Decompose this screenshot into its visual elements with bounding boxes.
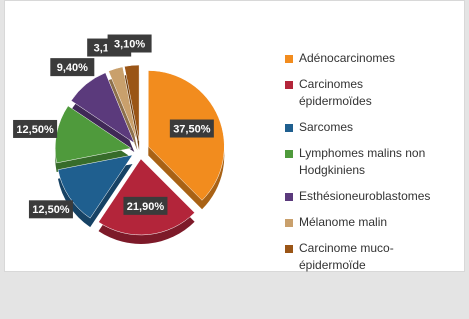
legend-swatch (285, 55, 293, 63)
legend-swatch (285, 193, 293, 201)
value-label-box: 9,40% (50, 58, 95, 77)
value-label: 9,40% (57, 62, 88, 74)
legend: Adénocarcinomes Carcinomes épidermoïdes Sa… (285, 50, 435, 283)
label-bg (28, 200, 73, 219)
label-bg (169, 119, 214, 138)
slice (124, 64, 140, 142)
slice (108, 66, 138, 142)
value-label-box: 37,50% (169, 119, 214, 138)
slice (70, 72, 135, 144)
legend-label: Sarcomes (299, 120, 354, 134)
legend-item: Carcinome muco-épidermoïde (285, 240, 435, 274)
legend-label: Carcinome muco-épidermoïde (299, 241, 394, 272)
legend-label: Adénocarcinomes (299, 51, 396, 65)
value-label: 3,10% (114, 38, 145, 50)
value-label-box: 21,90% (123, 196, 168, 215)
legend-item: Adénocarcinomes (285, 50, 435, 67)
legend-item: Lymphomes malins non Hodgkiniens (285, 145, 435, 179)
label-bg (123, 196, 168, 215)
value-label: 37,50% (173, 123, 211, 135)
legend-swatch (285, 124, 293, 132)
legend-label: Lymphomes malins non Hodgkiniens (299, 146, 426, 177)
legend-item: Esthésioneuroblastomes (285, 188, 435, 205)
legend-label: Esthésioneuroblastomes (299, 189, 431, 203)
value-label-box: 3,10% (107, 34, 152, 53)
legend-item: Mélanome malin (285, 214, 435, 231)
slice-side (108, 75, 138, 151)
value-label: 12,50% (32, 204, 70, 216)
legend-item: Sarcomes (285, 119, 435, 136)
legend-swatch (285, 150, 293, 158)
legend-swatch (285, 81, 293, 89)
value-label-box: 12,50% (13, 119, 58, 138)
label-bg (50, 58, 95, 77)
legend-swatch (285, 245, 293, 253)
value-label-box: 12,50% (28, 200, 73, 219)
legend-item: Carcinomes épidermoïdes (285, 76, 435, 110)
label-bg (107, 34, 152, 53)
legend-label: Mélanome malin (299, 215, 388, 229)
legend-label: Carcinomes épidermoïdes (299, 77, 372, 108)
label-bg (13, 119, 58, 138)
slice (57, 154, 134, 219)
value-label: 21,90% (127, 201, 165, 213)
legend-swatch (285, 219, 293, 227)
value-label: 12,50% (16, 124, 54, 136)
